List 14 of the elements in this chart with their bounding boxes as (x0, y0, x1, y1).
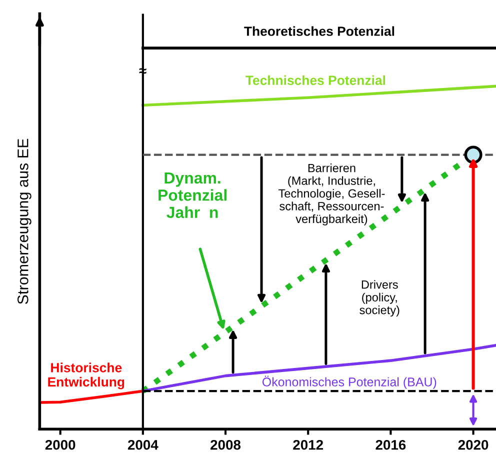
series-label: Historische Entwicklung (48, 362, 124, 390)
series-label: Technisches Potenzial (246, 75, 386, 86)
series-label: Theoretisches Potenzial (244, 26, 394, 36)
annotation: Drivers (policy, society) (360, 280, 400, 317)
x-tick-label: 2004 (128, 440, 158, 450)
x-tick-label: 2008 (210, 440, 241, 450)
x-tick-label: 2016 (376, 440, 406, 450)
annotation: Ökonomisches Potenzial (BAU) (262, 376, 436, 389)
x-tick-label: 2020 (458, 440, 488, 450)
annotation: Dynam. Potenzial Jahr n (158, 172, 226, 218)
x-tick-label: 2000 (45, 440, 76, 450)
y-axis-title: Stromerzeugung aus EE (18, 138, 32, 304)
x-tick-label: 2012 (293, 440, 323, 450)
annotation: Barrieren (Markt, Industrie, Technologie, Gesell- schaft, Ressourcen- verfügbarkeit) (278, 164, 385, 226)
